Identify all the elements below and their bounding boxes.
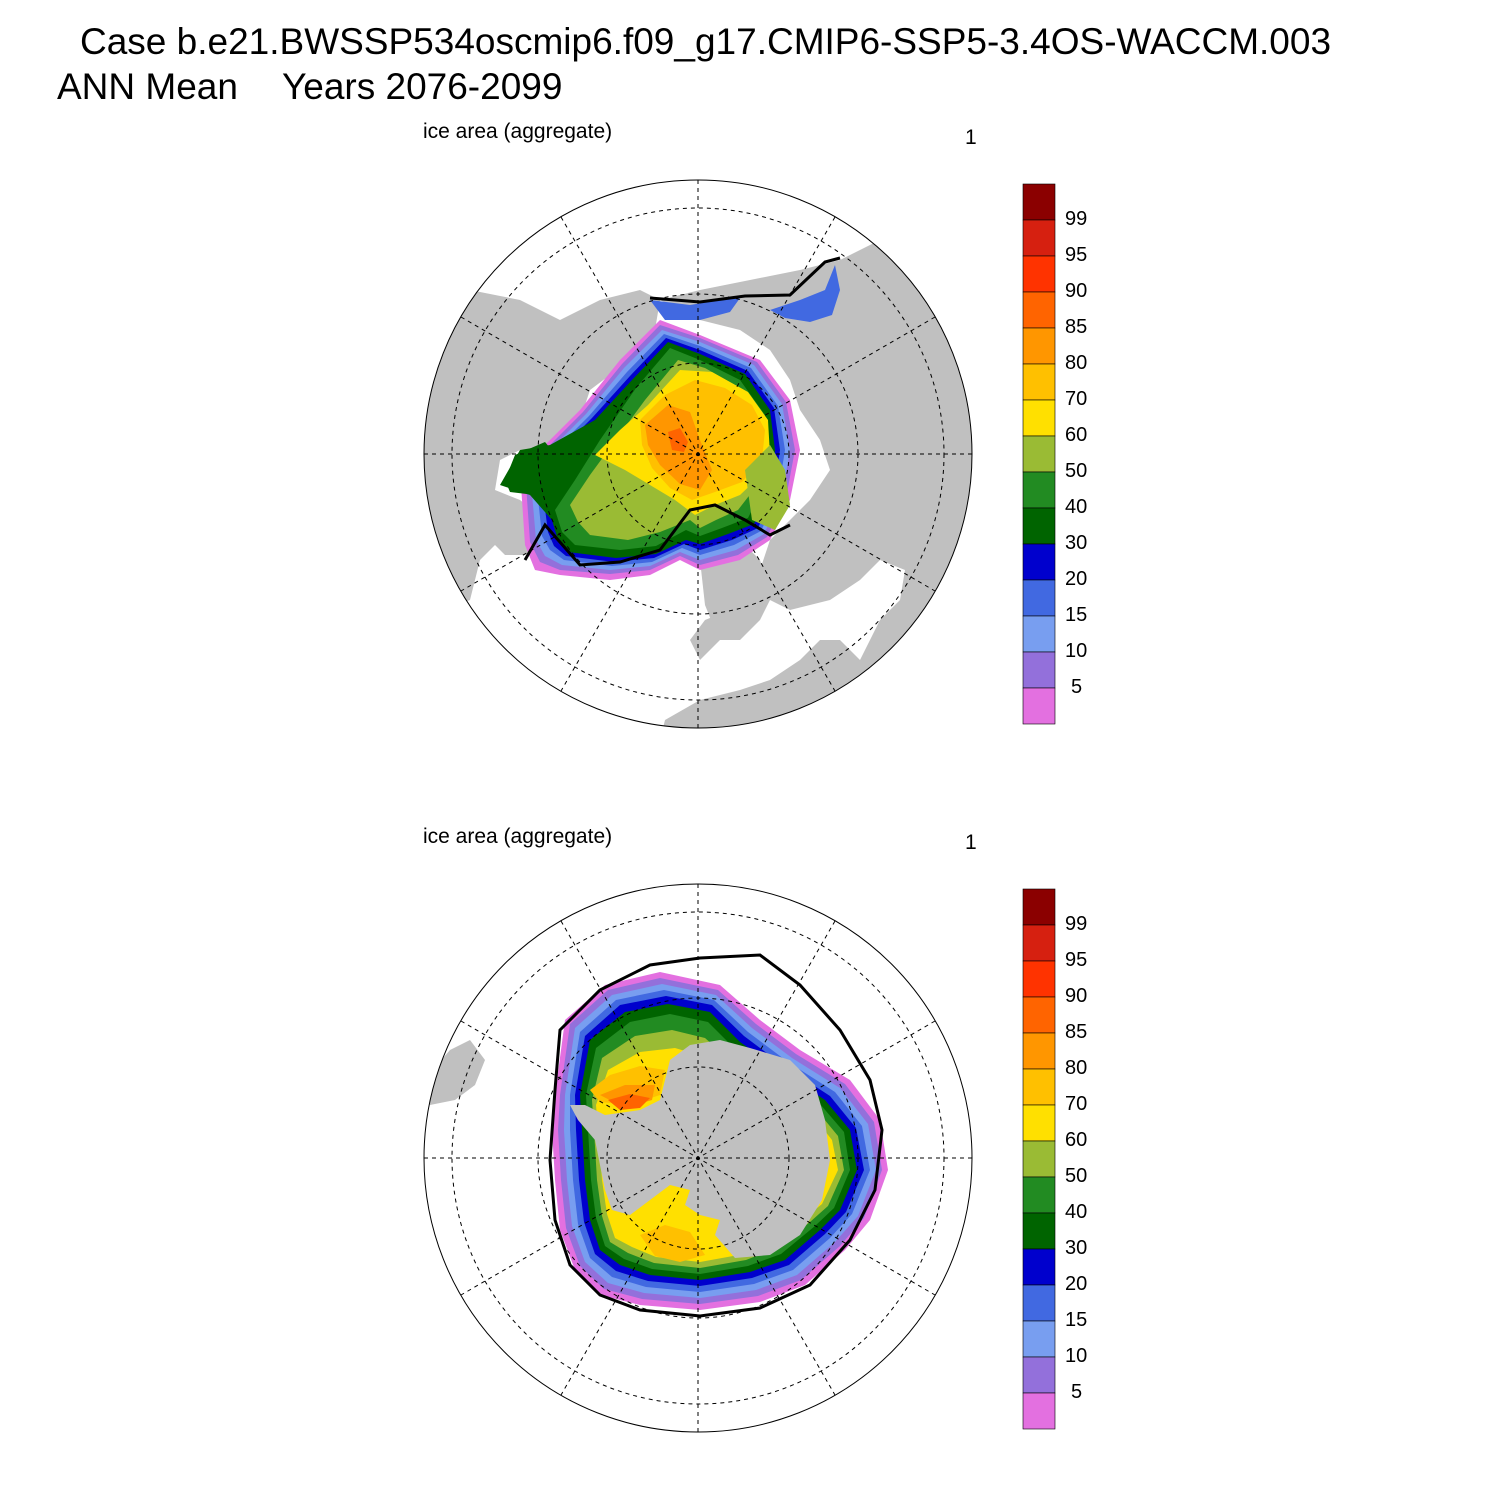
north-colorbar	[1022, 183, 1056, 725]
north-map-border	[423, 179, 973, 729]
south-colorbar-label-80: 80	[1065, 1057, 1088, 1079]
south-colorbar-box-8	[1022, 1176, 1056, 1214]
north-colorbar-box-1	[1022, 219, 1056, 257]
south-map-border	[423, 883, 973, 1433]
south-graticule	[424, 884, 972, 1432]
north-colorbar-label-95: 95	[1065, 244, 1088, 266]
north-map-layers	[424, 240, 972, 728]
south-colorbar-box-9	[1022, 1212, 1056, 1250]
south-ice-edge-contour	[548, 953, 884, 1318]
south-colorbar-box-2	[1022, 960, 1056, 998]
south-colorbar-box-10	[1022, 1248, 1056, 1286]
north-panel-variable-label: ice area (aggregate)	[423, 120, 613, 143]
season-label: ANN Mean	[57, 66, 238, 107]
north-colorbar-label-80: 80	[1065, 352, 1088, 374]
south-colorbar-box-6	[1022, 1104, 1056, 1142]
north-colorbar-label-20: 20	[1065, 568, 1088, 590]
south-colorbar-label-15: 15	[1065, 1309, 1088, 1331]
south-colorbar-label-50: 50	[1065, 1165, 1088, 1187]
north-colorbar-box-10	[1022, 543, 1056, 581]
south-colorbar	[1022, 888, 1056, 1430]
south-colorbar-label-60: 60	[1065, 1129, 1088, 1151]
north-graticule	[424, 180, 972, 728]
north-colorbar-box-6	[1022, 399, 1056, 437]
north-colorbar-box-2	[1022, 255, 1056, 293]
north-meridian-120	[460, 316, 936, 592]
south-meridian-120	[460, 1020, 936, 1296]
north-colorbar-label-30: 30	[1065, 532, 1088, 554]
south-colorbar-label-95: 95	[1065, 949, 1088, 971]
south-colorbar-label-90: 90	[1065, 985, 1088, 1007]
south-land-antarctica	[570, 1040, 830, 1258]
north-colorbar-label-5: 5	[1071, 676, 1083, 698]
north-ice-90	[668, 428, 688, 452]
south-colorbar-label-99: 99	[1065, 913, 1088, 935]
north-panel-number: 1	[965, 126, 977, 149]
years-label: Years 2076-2099	[281, 66, 563, 107]
north-colorbar-box-0	[1022, 183, 1056, 221]
north-colorbar-box-13	[1022, 651, 1056, 689]
north-latitude-circle-inner	[606, 362, 790, 546]
south-colorbar-box-5	[1022, 1068, 1056, 1106]
north-colorbar-label-50: 50	[1065, 460, 1088, 482]
north-colorbar-box-9	[1022, 507, 1056, 545]
south-colorbar-box-0	[1022, 888, 1056, 926]
north-colorbar-box-14	[1022, 687, 1056, 725]
south-land-south-america	[424, 1040, 485, 1105]
north-colorbar-label-99: 99	[1065, 208, 1088, 230]
south-latitude-circle-inner	[606, 1066, 790, 1250]
north-colorbar-label-15: 15	[1065, 604, 1088, 626]
south-colorbar-label-5: 5	[1071, 1381, 1083, 1403]
north-colorbar-box-3	[1022, 291, 1056, 329]
south-polar-map	[423, 883, 973, 1433]
south-ice-80-ross	[640, 1225, 705, 1262]
south-colorbar-box-3	[1022, 996, 1056, 1034]
north-colorbar-label-85: 85	[1065, 316, 1088, 338]
case-title: Case b.e21.BWSSP534oscmip6.f09_g17.CMIP6…	[80, 21, 1332, 62]
south-colorbar-box-7	[1022, 1140, 1056, 1178]
south-colorbar-box-1	[1022, 924, 1056, 962]
south-colorbar-label-30: 30	[1065, 1237, 1088, 1259]
south-map-layers	[424, 953, 888, 1318]
south-ice-90-weddell	[608, 1094, 650, 1110]
north-colorbar-box-4	[1022, 327, 1056, 365]
south-panel-number: 1	[965, 831, 977, 854]
north-colorbar-label-60: 60	[1065, 424, 1088, 446]
north-colorbar-label-10: 10	[1065, 640, 1088, 662]
north-colorbar-label-90: 90	[1065, 280, 1088, 302]
south-colorbar-label-40: 40	[1065, 1201, 1088, 1223]
south-colorbar-box-13	[1022, 1356, 1056, 1394]
north-colorbar-box-7	[1022, 435, 1056, 473]
south-colorbar-box-4	[1022, 1032, 1056, 1070]
south-colorbar-label-20: 20	[1065, 1273, 1088, 1295]
south-colorbar-label-85: 85	[1065, 1021, 1088, 1043]
north-colorbar-box-8	[1022, 471, 1056, 509]
season-title: ANN Mean Years 2076-2099	[57, 67, 562, 107]
south-panel-variable-label: ice area (aggregate)	[423, 825, 613, 848]
north-colorbar-box-11	[1022, 579, 1056, 617]
north-ice-edge-contour	[523, 256, 841, 567]
north-polar-map	[423, 179, 973, 729]
north-colorbar-box-5	[1022, 363, 1056, 401]
north-colorbar-label-40: 40	[1065, 496, 1088, 518]
north-colorbar-box-12	[1022, 615, 1056, 653]
south-colorbar-box-12	[1022, 1320, 1056, 1358]
south-colorbar-label-10: 10	[1065, 1345, 1088, 1367]
north-ice-hudson-bay	[505, 442, 560, 495]
north-ice-okhotsk	[770, 265, 840, 322]
north-colorbar-label-70: 70	[1065, 388, 1088, 410]
south-colorbar-label-70: 70	[1065, 1093, 1088, 1115]
north-ice-bering	[650, 298, 740, 320]
north-ice-barents	[745, 445, 790, 530]
south-colorbar-box-14	[1022, 1392, 1056, 1430]
south-colorbar-box-11	[1022, 1284, 1056, 1322]
